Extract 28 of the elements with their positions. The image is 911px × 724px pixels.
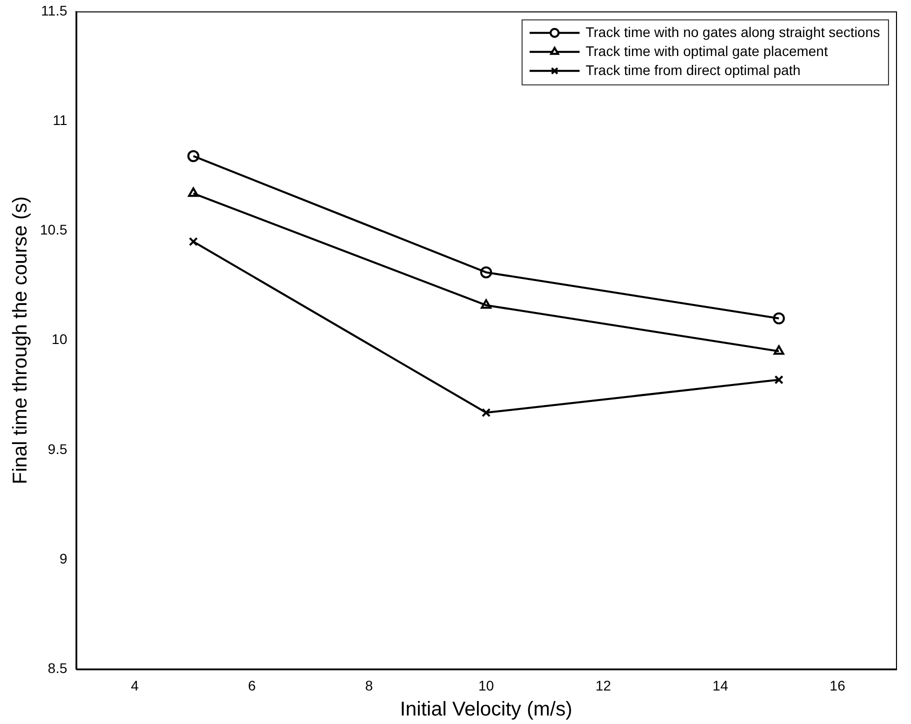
x-tick-label: 10 [478, 677, 494, 694]
x-tick-label: 6 [248, 677, 256, 694]
point [480, 266, 492, 278]
point [187, 150, 200, 162]
x-tick-label: 4 [130, 677, 139, 694]
point [188, 187, 199, 197]
y-tick-label: 10.5 [40, 222, 68, 238]
x-tick-label: 14 [712, 677, 728, 694]
point [774, 375, 784, 384]
legend-label: Track time with no gates along straight sections [586, 24, 880, 40]
y-tick-label: 8.5 [48, 660, 68, 676]
x-axis-title: Initial Velocity (m/s) [400, 698, 572, 721]
x-tick-label: 16 [830, 677, 846, 694]
legend-label: Track time with optimal gate placement [586, 42, 828, 59]
point [482, 408, 491, 418]
x-tick-label: 12 [595, 677, 612, 694]
y-tick-label: 9.5 [48, 440, 68, 457]
y-tick-label: 9 [59, 550, 68, 566]
x-tick-label: 8 [365, 677, 374, 694]
point [774, 345, 784, 355]
point [480, 299, 492, 309]
y-tick-label: 11.5 [41, 2, 68, 18]
y-tick-label: 11 [52, 112, 68, 128]
legend-label: Track time from direct optimal path [586, 62, 801, 78]
y-axis-title: Final time through the course (s) [10, 196, 32, 484]
point [188, 237, 198, 246]
y-tick-label: 10 [52, 331, 68, 348]
point [772, 312, 785, 324]
